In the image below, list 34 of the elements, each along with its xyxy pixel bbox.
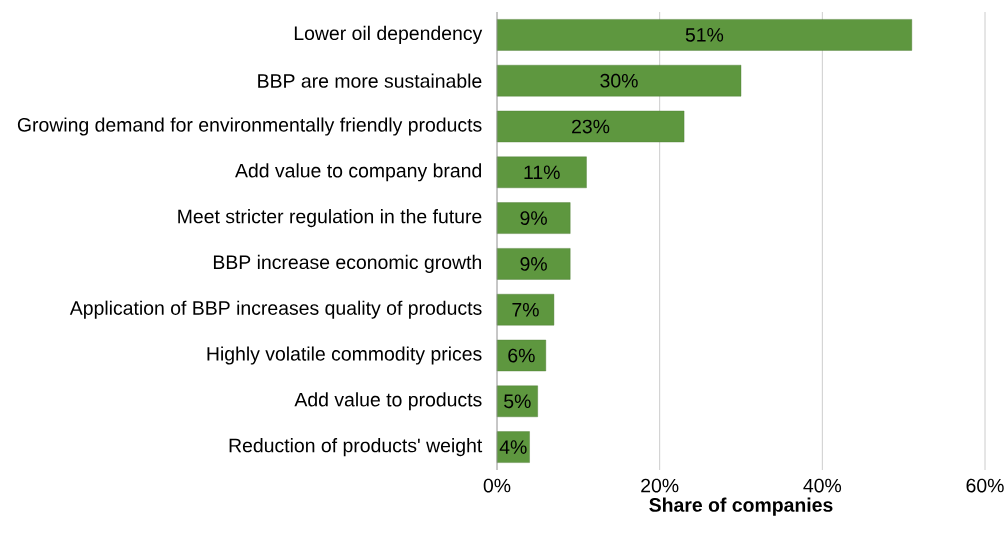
data-label: 9% <box>520 257 547 271</box>
y-tick-label: Add value to company brand <box>235 163 482 182</box>
y-tick-label: BBP are more sustainable <box>258 73 482 88</box>
y-tick-label: Reduction of products' weight <box>229 438 483 457</box>
bar <box>496 339 546 372</box>
bar <box>496 156 587 188</box>
data-label: 6% <box>508 348 535 363</box>
data-label: 5% <box>504 394 531 409</box>
x-tick-label: 0% <box>483 478 511 493</box>
data-label: 30% <box>600 73 638 88</box>
data-label: 23% <box>572 119 610 134</box>
x-axis-title: Share of companies <box>649 497 833 516</box>
bar <box>496 248 571 280</box>
data-label: 7% <box>512 302 539 317</box>
y-tick-label: Highly volatile commodity prices <box>207 346 482 365</box>
bar <box>496 294 555 326</box>
x-tick-label: 20% <box>641 478 679 493</box>
bar <box>496 202 571 234</box>
bar <box>496 385 538 417</box>
y-tick-label: Add value to products <box>294 392 482 411</box>
y-tick-label: BBP increase economic growth <box>213 254 482 273</box>
y-tick-label: Meet stricter regulation in the future <box>178 209 482 228</box>
data-label: 51% <box>685 28 724 42</box>
data-label: 9% <box>520 211 547 225</box>
bar <box>496 19 912 51</box>
x-tick-label: 40% <box>803 478 842 493</box>
x-tick-label: 60% <box>966 478 1004 493</box>
y-tick-label: Growing demand for environmentally friendly products <box>17 117 482 136</box>
bar <box>496 65 742 97</box>
data-label: 4% <box>499 440 527 454</box>
data-label: 11% <box>524 165 560 180</box>
y-tick-label: Application of BBP increases quality of products <box>69 300 482 319</box>
bar <box>496 110 685 143</box>
y-tick-label: Lower oil dependency <box>294 25 483 44</box>
